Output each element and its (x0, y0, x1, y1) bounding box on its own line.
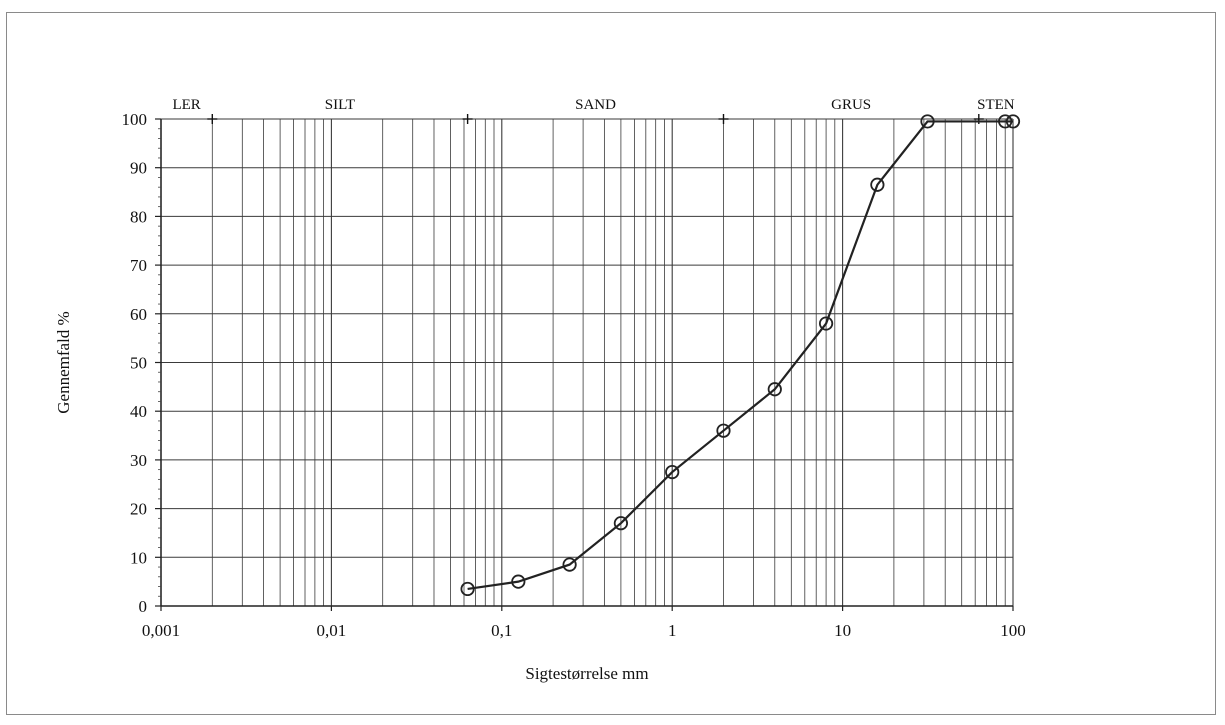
zone-label: SAND (575, 97, 616, 113)
y-tick-label: 10 (130, 548, 147, 567)
grain-size-chart: 0 10 20 30 40 50 60 70 80 90 100 0,001 0,01 0,1 1 10 100… (54, 97, 1026, 683)
data-point (665, 464, 680, 480)
data-point (716, 423, 731, 438)
y-axis-label: Gennemfald % (54, 311, 73, 413)
y-tick-label: 0 (139, 597, 148, 616)
data-point (1005, 114, 1021, 129)
zone-labels: LER SILT SAND GRUS STEN (172, 97, 1015, 124)
data-point (767, 382, 782, 397)
data-point (460, 581, 475, 597)
chart-frame: 0 10 20 30 40 50 60 70 80 90 100 0,001 0,01 0,1 1 10 100… (6, 12, 1216, 715)
y-tick-label: 60 (130, 305, 147, 324)
x-tick-label: 0,1 (491, 621, 512, 640)
data-point (870, 177, 885, 192)
axes: 0 10 20 30 40 50 60 70 80 90 100 0,001 0,01 0,1 1 10 100 (122, 110, 1026, 640)
data-point (562, 557, 577, 572)
grid (160, 118, 1014, 607)
x-tick-label: 100 (1000, 621, 1026, 640)
y-tick-label: 70 (130, 256, 147, 275)
x-tick-label: 0,01 (317, 621, 347, 640)
zone-label: LER (172, 97, 200, 113)
series-layer (460, 114, 1021, 597)
y-tick-label: 20 (130, 500, 147, 519)
data-point (511, 574, 526, 589)
series-line (467, 120, 1013, 591)
y-tick-label: 100 (122, 110, 148, 129)
zone-label: GRUS (831, 97, 871, 113)
y-tick-label: 80 (130, 207, 147, 226)
x-tick-label: 0,001 (142, 621, 180, 640)
y-tick-label: 50 (130, 354, 147, 373)
x-tick-label: 10 (834, 621, 851, 640)
y-tick-label: 90 (130, 159, 147, 178)
zone-label: STEN (977, 97, 1015, 113)
y-tick-label: 30 (130, 451, 147, 470)
x-axis-label: Sigtestørrelse mm (525, 664, 648, 683)
zone-label: SILT (325, 97, 355, 113)
data-point (920, 114, 935, 129)
data-point (998, 114, 1013, 129)
data-point (818, 316, 834, 331)
y-tick-label: 40 (130, 402, 147, 421)
data-point (613, 516, 629, 531)
x-tick-label: 1 (668, 621, 677, 640)
